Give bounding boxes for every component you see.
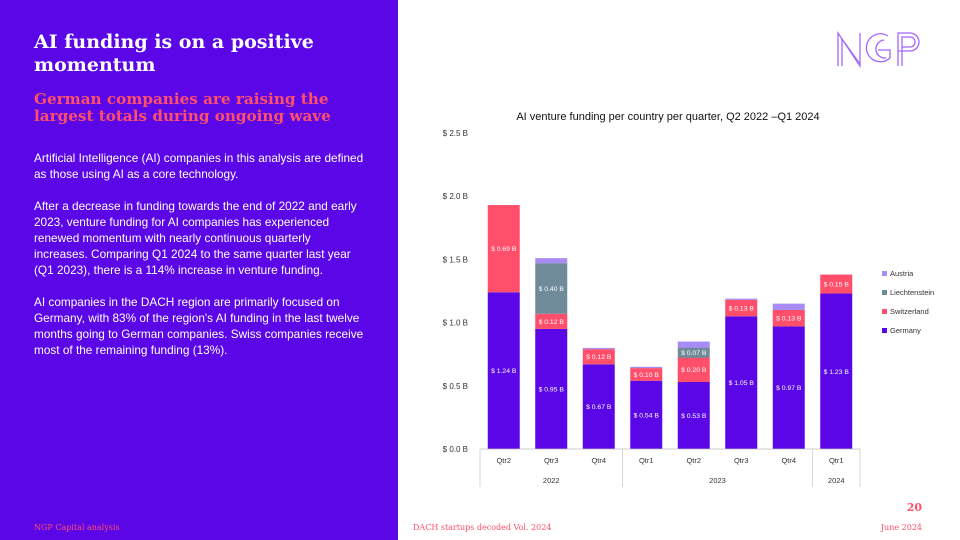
x-year-label: 2022 — [543, 476, 560, 485]
data-label: $ 0.69 B — [491, 246, 517, 253]
legend-label: Switzerland — [890, 307, 929, 316]
paragraph-momentum: After a decrease in funding towards the … — [34, 199, 357, 277]
bar-austria — [535, 258, 568, 264]
bar-austria — [630, 366, 663, 369]
bar-germany — [630, 380, 663, 449]
x-tick-label: Qtr1 — [639, 456, 654, 465]
data-label: $ 0.20 B — [681, 367, 707, 374]
data-label-bg — [678, 363, 709, 375]
bar-austria — [772, 303, 805, 310]
y-tick-label: $ 2.0 B — [443, 192, 468, 201]
footer-source: NGP Capital analysis — [34, 523, 120, 532]
data-label: $ 0.40 B — [539, 286, 565, 293]
x-year-label: 2024 — [828, 476, 845, 485]
data-label: $ 0.53 B — [681, 413, 707, 420]
x-tick-label: Qtr2 — [686, 456, 701, 465]
bar-austria — [725, 298, 758, 300]
y-tick-label: $ 1.0 B — [443, 319, 468, 328]
bar-germany — [677, 382, 710, 449]
data-label-bg — [678, 346, 709, 358]
body-text: Artificial Intelligence (AI) companies i… — [34, 150, 364, 374]
bar-germany — [535, 328, 568, 449]
x-tick-label: Qtr4 — [781, 456, 796, 465]
data-label-bg — [536, 282, 567, 294]
slide-title: AI funding is on a positive momentum — [34, 31, 314, 76]
data-label: $ 0.97 B — [776, 385, 802, 392]
bar-germany — [582, 364, 615, 449]
data-label: $ 0.07 B — [681, 350, 707, 357]
x-tick-label: Qtr1 — [829, 456, 844, 465]
legend-swatch — [882, 328, 887, 333]
legend-label: Germany — [890, 326, 921, 335]
data-label: $ 1.24 B — [491, 368, 517, 375]
data-label: $ 0.15 B — [824, 282, 850, 289]
data-label: $ 1.23 B — [824, 369, 850, 376]
bar-germany — [820, 293, 853, 449]
x-axis: Qtr2 Qtr3 Qtr4 Qtr1 Qtr2 Qtr3 Qtr4 Qtr1 2022 2023… — [479, 448, 861, 487]
data-label: $ 0.54 B — [634, 412, 660, 419]
data-label-bg — [726, 302, 757, 314]
x-tick-label: Qtr3 — [734, 456, 749, 465]
y-tick-label: $ 2.5 B — [443, 129, 468, 138]
paragraph-dach-focus: AI companies in the DACH region are prim… — [34, 295, 364, 357]
bars: $ 1.24 B $ 0.69 B $ 0.95 B $ 0.12 B $ 0.40 B… — [487, 205, 853, 449]
data-label: $ 0.10 B — [634, 372, 660, 379]
legend-swatch — [882, 309, 887, 314]
ngp-logo — [837, 30, 920, 68]
bar-germany — [725, 316, 758, 449]
x-tick-label: Qtr4 — [591, 456, 606, 465]
footer-publication: DACH startups decoded Vol. 2024 — [413, 523, 552, 532]
data-label: $ 0.95 B — [539, 386, 565, 393]
legend-label: Austria — [890, 269, 914, 278]
data-label: $ 0.12 B — [539, 319, 565, 326]
data-label-bg — [536, 315, 567, 327]
legend-label: Liechtenstein — [890, 288, 934, 297]
data-label: $ 0.12 B — [586, 354, 612, 361]
x-year-label: 2023 — [709, 476, 726, 485]
y-tick-label: $ 0.5 B — [443, 382, 468, 391]
funding-chart: AI venture funding per country per quart… — [443, 111, 934, 487]
y-tick-label: $ 1.5 B — [443, 255, 468, 264]
bar-austria — [677, 341, 710, 348]
bar-germany — [772, 326, 805, 449]
data-label: $ 0.13 B — [729, 306, 755, 313]
data-label: $ 1.05 B — [729, 380, 755, 387]
data-label: $ 0.67 B — [586, 404, 612, 411]
chart-title: AI venture funding per country per quart… — [516, 111, 819, 123]
legend: Austria Liechtenstein Switzerland Germany — [882, 269, 934, 335]
paragraph-definition: Artificial Intelligence (AI) companies i… — [34, 151, 364, 181]
data-label-bg — [488, 243, 519, 255]
slide-subtitle: German companies are raising the largest… — [34, 90, 331, 125]
y-tick-label: $ 0.0 B — [443, 445, 468, 454]
data-label-bg — [631, 368, 662, 380]
page-number: 20 — [906, 501, 922, 514]
data-label-bg — [583, 351, 614, 363]
x-tick-label: Qtr3 — [544, 456, 559, 465]
y-axis: $ 0.0 B $ 0.5 B $ 1.0 B $ 1.5 B $ 2.0 B $ 2.5… — [443, 129, 468, 454]
x-tick-label: Qtr2 — [496, 456, 511, 465]
legend-swatch — [882, 271, 887, 276]
left-panel: AI funding is on a positive momentum Ger… — [0, 0, 398, 540]
data-label-bg — [821, 278, 852, 290]
data-label: $ 0.13 B — [776, 316, 802, 323]
legend-swatch — [882, 290, 887, 295]
data-label-bg — [773, 312, 804, 324]
bar-germany — [487, 292, 520, 449]
footer-date: June 2024 — [880, 523, 922, 532]
bar-austria — [582, 347, 615, 350]
